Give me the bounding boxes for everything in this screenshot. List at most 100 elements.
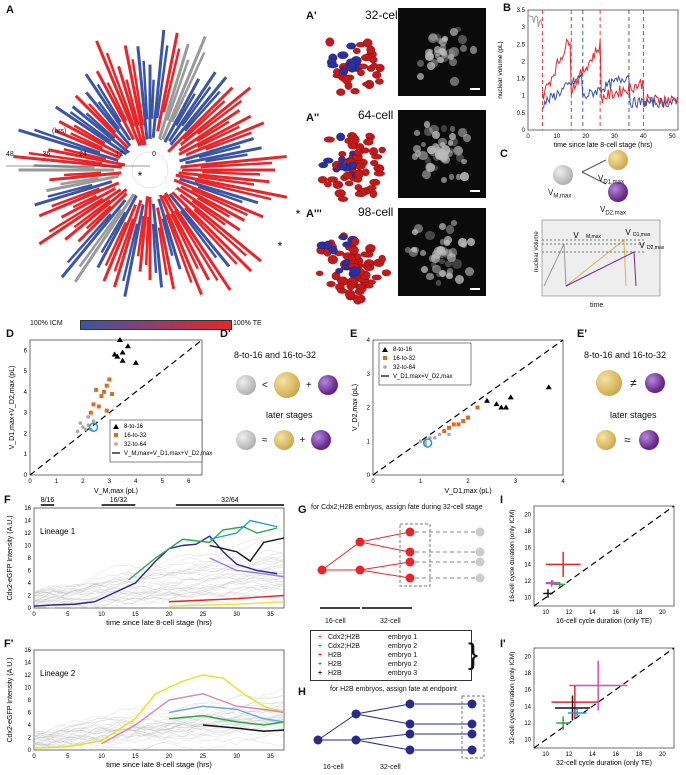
y-tick-label: 12 [24, 673, 31, 679]
tree-branch [72, 194, 98, 209]
tree-branch [64, 188, 128, 241]
nucleus-signal [439, 270, 446, 278]
eprime-later: later stages [610, 410, 657, 420]
tree-center [131, 151, 169, 189]
tree-connector [128, 150, 131, 153]
x-tick-label: 4 [561, 479, 565, 485]
mother-cell-icon [553, 165, 573, 185]
tree-branch [63, 171, 102, 177]
legend-row: + Cdx2;H2B embryo 2 [315, 642, 467, 651]
cdx2-intensity-chart-lineage2: 0 5 10 15 20 25 30 35 0 2 4 6 8 10 12 14 16 time since la… [7, 648, 285, 769]
embryo-3d-render-98 [315, 232, 392, 305]
point-8-to-16 [119, 349, 126, 355]
background-trace [33, 695, 285, 738]
daughter2-cell-icon [608, 182, 628, 202]
cell-node-future [475, 557, 485, 567]
tree-branch [60, 176, 99, 186]
x-tick-label: 10 [542, 610, 549, 616]
x-tick-label: 4 [134, 479, 138, 485]
tree-branch [173, 209, 219, 281]
tree-branch [144, 216, 150, 266]
tree-branch [123, 45, 147, 146]
nucleus-signal [425, 52, 435, 62]
plot-frame [33, 507, 285, 609]
y-tick-label: 0 [28, 606, 32, 612]
tree-branch [58, 120, 123, 157]
tree-branch [157, 227, 168, 276]
nucleus-render [336, 132, 346, 142]
lineage-label: Lineage 1 [40, 527, 76, 536]
tree-branch [166, 59, 190, 121]
point-16-to-32 [104, 408, 109, 413]
lineage-edge [359, 531, 411, 543]
tree-branch [85, 91, 132, 147]
tree-branch [97, 101, 121, 130]
nucleus-signal [425, 230, 435, 241]
y-tick-label: 0 [24, 473, 28, 479]
legend-marker [114, 433, 118, 437]
vd1-sub: D1,max [603, 179, 625, 186]
y-tick-label: 10 [24, 544, 31, 550]
x-tick-label: 2 [466, 479, 470, 485]
tree-branch [85, 205, 112, 230]
tree-branch [73, 124, 106, 145]
cycle-duration-chart-16: 10 12 14 16 18 20 10 12 14 16 18 20 16-cell cycle du… [509, 505, 675, 625]
lineage-trace [169, 705, 285, 723]
g-vd2-main: V [639, 241, 645, 250]
x-tick-label: 1 [419, 479, 423, 485]
nucleus-signal [457, 34, 467, 44]
y-tick-label: 4 [24, 390, 28, 396]
y-tick-label: 12 [24, 531, 31, 537]
y-tick-label: 5 [24, 369, 28, 375]
legend-label: 16-to-32 [124, 433, 147, 439]
tree-branch [78, 208, 123, 268]
cell-node-end [467, 729, 477, 739]
nucleus-signal [454, 274, 465, 285]
background-trace [33, 580, 285, 604]
nucleus-render [356, 283, 365, 290]
nucleus-render [327, 255, 338, 265]
background-trace [33, 705, 285, 745]
nucleus-render [323, 157, 334, 164]
tree-branch [125, 79, 140, 126]
nucleus-signal [440, 151, 450, 161]
lineage-edge [359, 561, 411, 571]
y-tick-label: 1 [24, 452, 28, 458]
y-tick-label: 6 [28, 569, 32, 575]
plot-frame [29, 339, 203, 476]
tree-branch [102, 204, 138, 282]
legend-box [378, 342, 472, 386]
y-tick-label: 6 [24, 348, 28, 354]
nucleus-signal [432, 144, 442, 154]
tree-branch [167, 86, 234, 153]
legend-cross-icon: + [317, 661, 323, 668]
nucleus-render [327, 62, 339, 69]
nucleus-render [371, 154, 383, 160]
tree-branch [157, 198, 182, 270]
y-tick-label: 4 [28, 581, 32, 587]
nucleus-render [376, 165, 385, 173]
x-tick-label: 25 [200, 612, 207, 618]
nucleus-render [325, 37, 335, 47]
legend-label: 16-to-32 [393, 356, 416, 362]
h-32cell-label: 32-cell [380, 764, 401, 771]
nucleus-signal [417, 73, 425, 81]
scale-bar [470, 88, 480, 90]
legend-embryo: embryo 3 [388, 670, 418, 677]
tree-branch [48, 148, 126, 167]
tree-branch [163, 78, 201, 143]
tree-time-tick: 0 [152, 151, 156, 158]
panel-label-f1: F' [4, 638, 14, 650]
nucleus-signal [429, 33, 438, 42]
nucleus-render [347, 62, 357, 70]
tree-branch [169, 76, 228, 146]
legend-embryo: embryo 1 [388, 652, 418, 659]
background-trace [33, 587, 285, 604]
x-tick-label: 10 [98, 754, 105, 760]
y-tick-label: 3 [367, 372, 371, 378]
point-16-to-32 [102, 389, 107, 394]
lineage-trace [209, 537, 285, 563]
point-16-to-32 [88, 410, 93, 415]
nucleus-signal [450, 77, 459, 86]
vm-main: V [548, 188, 554, 197]
